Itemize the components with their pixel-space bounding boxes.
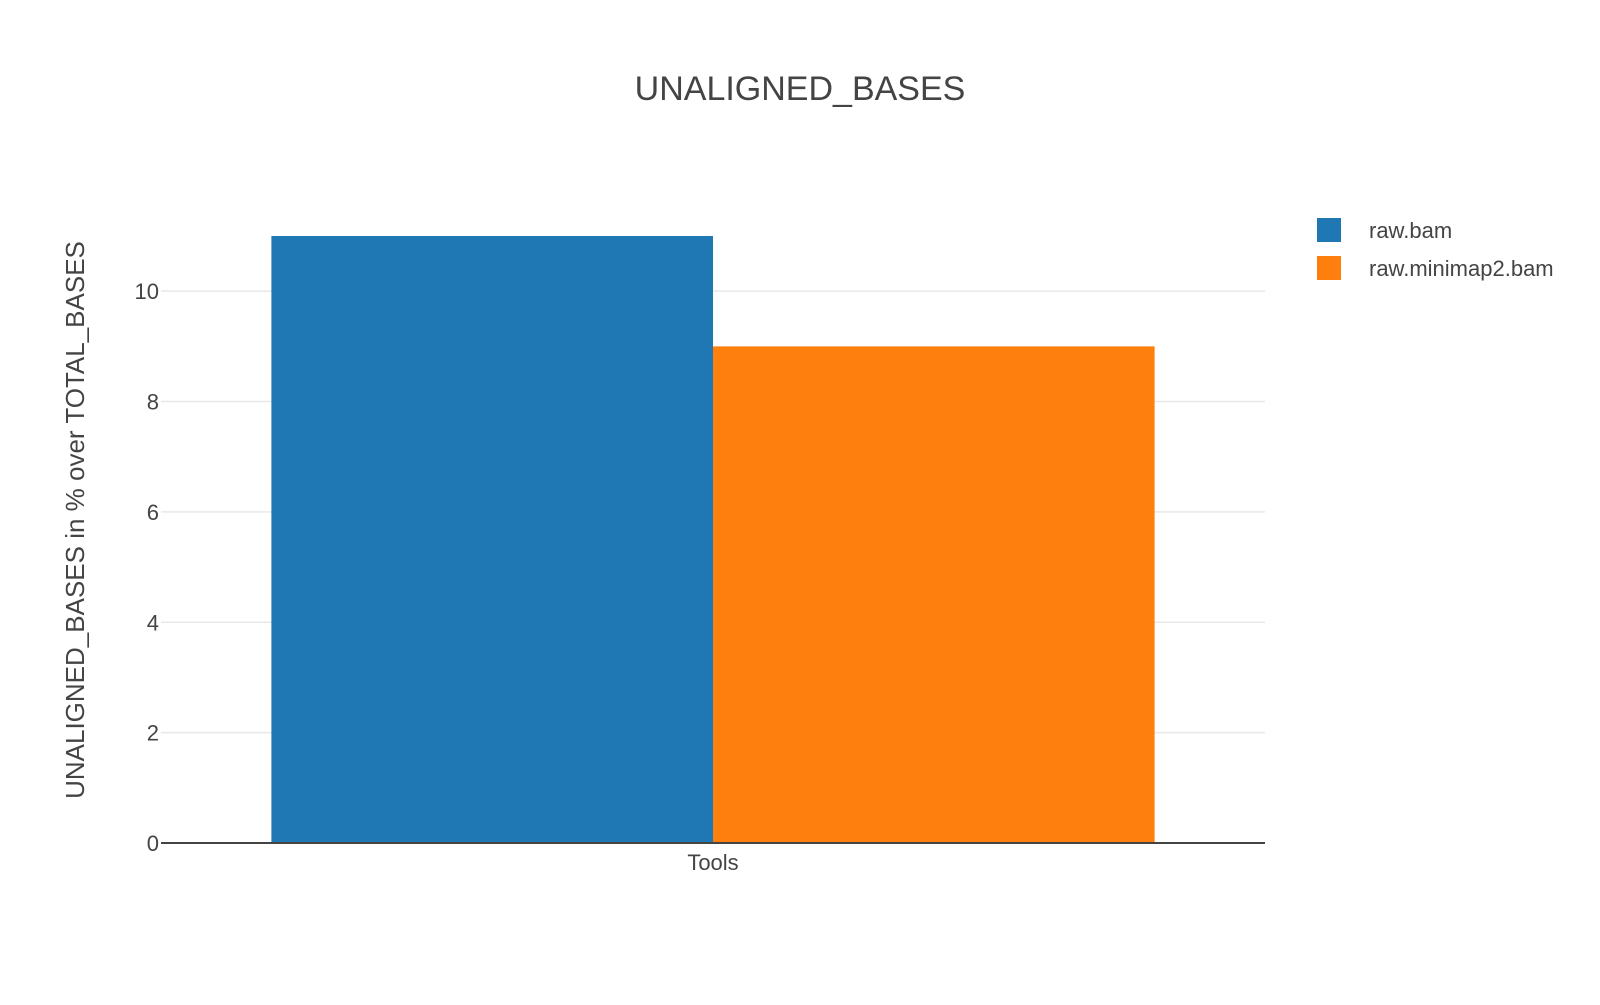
y-tick-label: 10 xyxy=(135,279,159,304)
bar-raw-bam[interactable] xyxy=(271,236,713,843)
y-axis-title: UNALIGNED_BASES in % over TOTAL_BASES xyxy=(60,241,90,799)
y-tick-label: 2 xyxy=(147,721,159,746)
legend-label: raw.minimap2.bam xyxy=(1369,256,1554,281)
legend-item[interactable]: raw.minimap2.bam xyxy=(1317,256,1554,281)
y-tick-label: 0 xyxy=(147,831,159,856)
chart-title: UNALIGNED_BASES xyxy=(635,70,966,108)
legend-label: raw.bam xyxy=(1369,218,1452,243)
legend-swatch xyxy=(1317,256,1341,280)
x-tick-label: Tools xyxy=(687,850,738,875)
axes: 0 2 4 6 8 10 Tools xyxy=(135,279,1265,875)
bars xyxy=(271,236,1155,843)
legend-swatch xyxy=(1317,218,1341,242)
y-tick-label: 6 xyxy=(147,500,159,525)
legend-item[interactable]: raw.bam xyxy=(1317,218,1452,243)
legend[interactable]: raw.bam raw.minimap2.bam xyxy=(1317,218,1554,281)
y-tick-label: 4 xyxy=(147,610,159,635)
y-tick-label: 8 xyxy=(147,390,159,415)
bar-raw-minimap2-bam[interactable] xyxy=(713,346,1155,843)
